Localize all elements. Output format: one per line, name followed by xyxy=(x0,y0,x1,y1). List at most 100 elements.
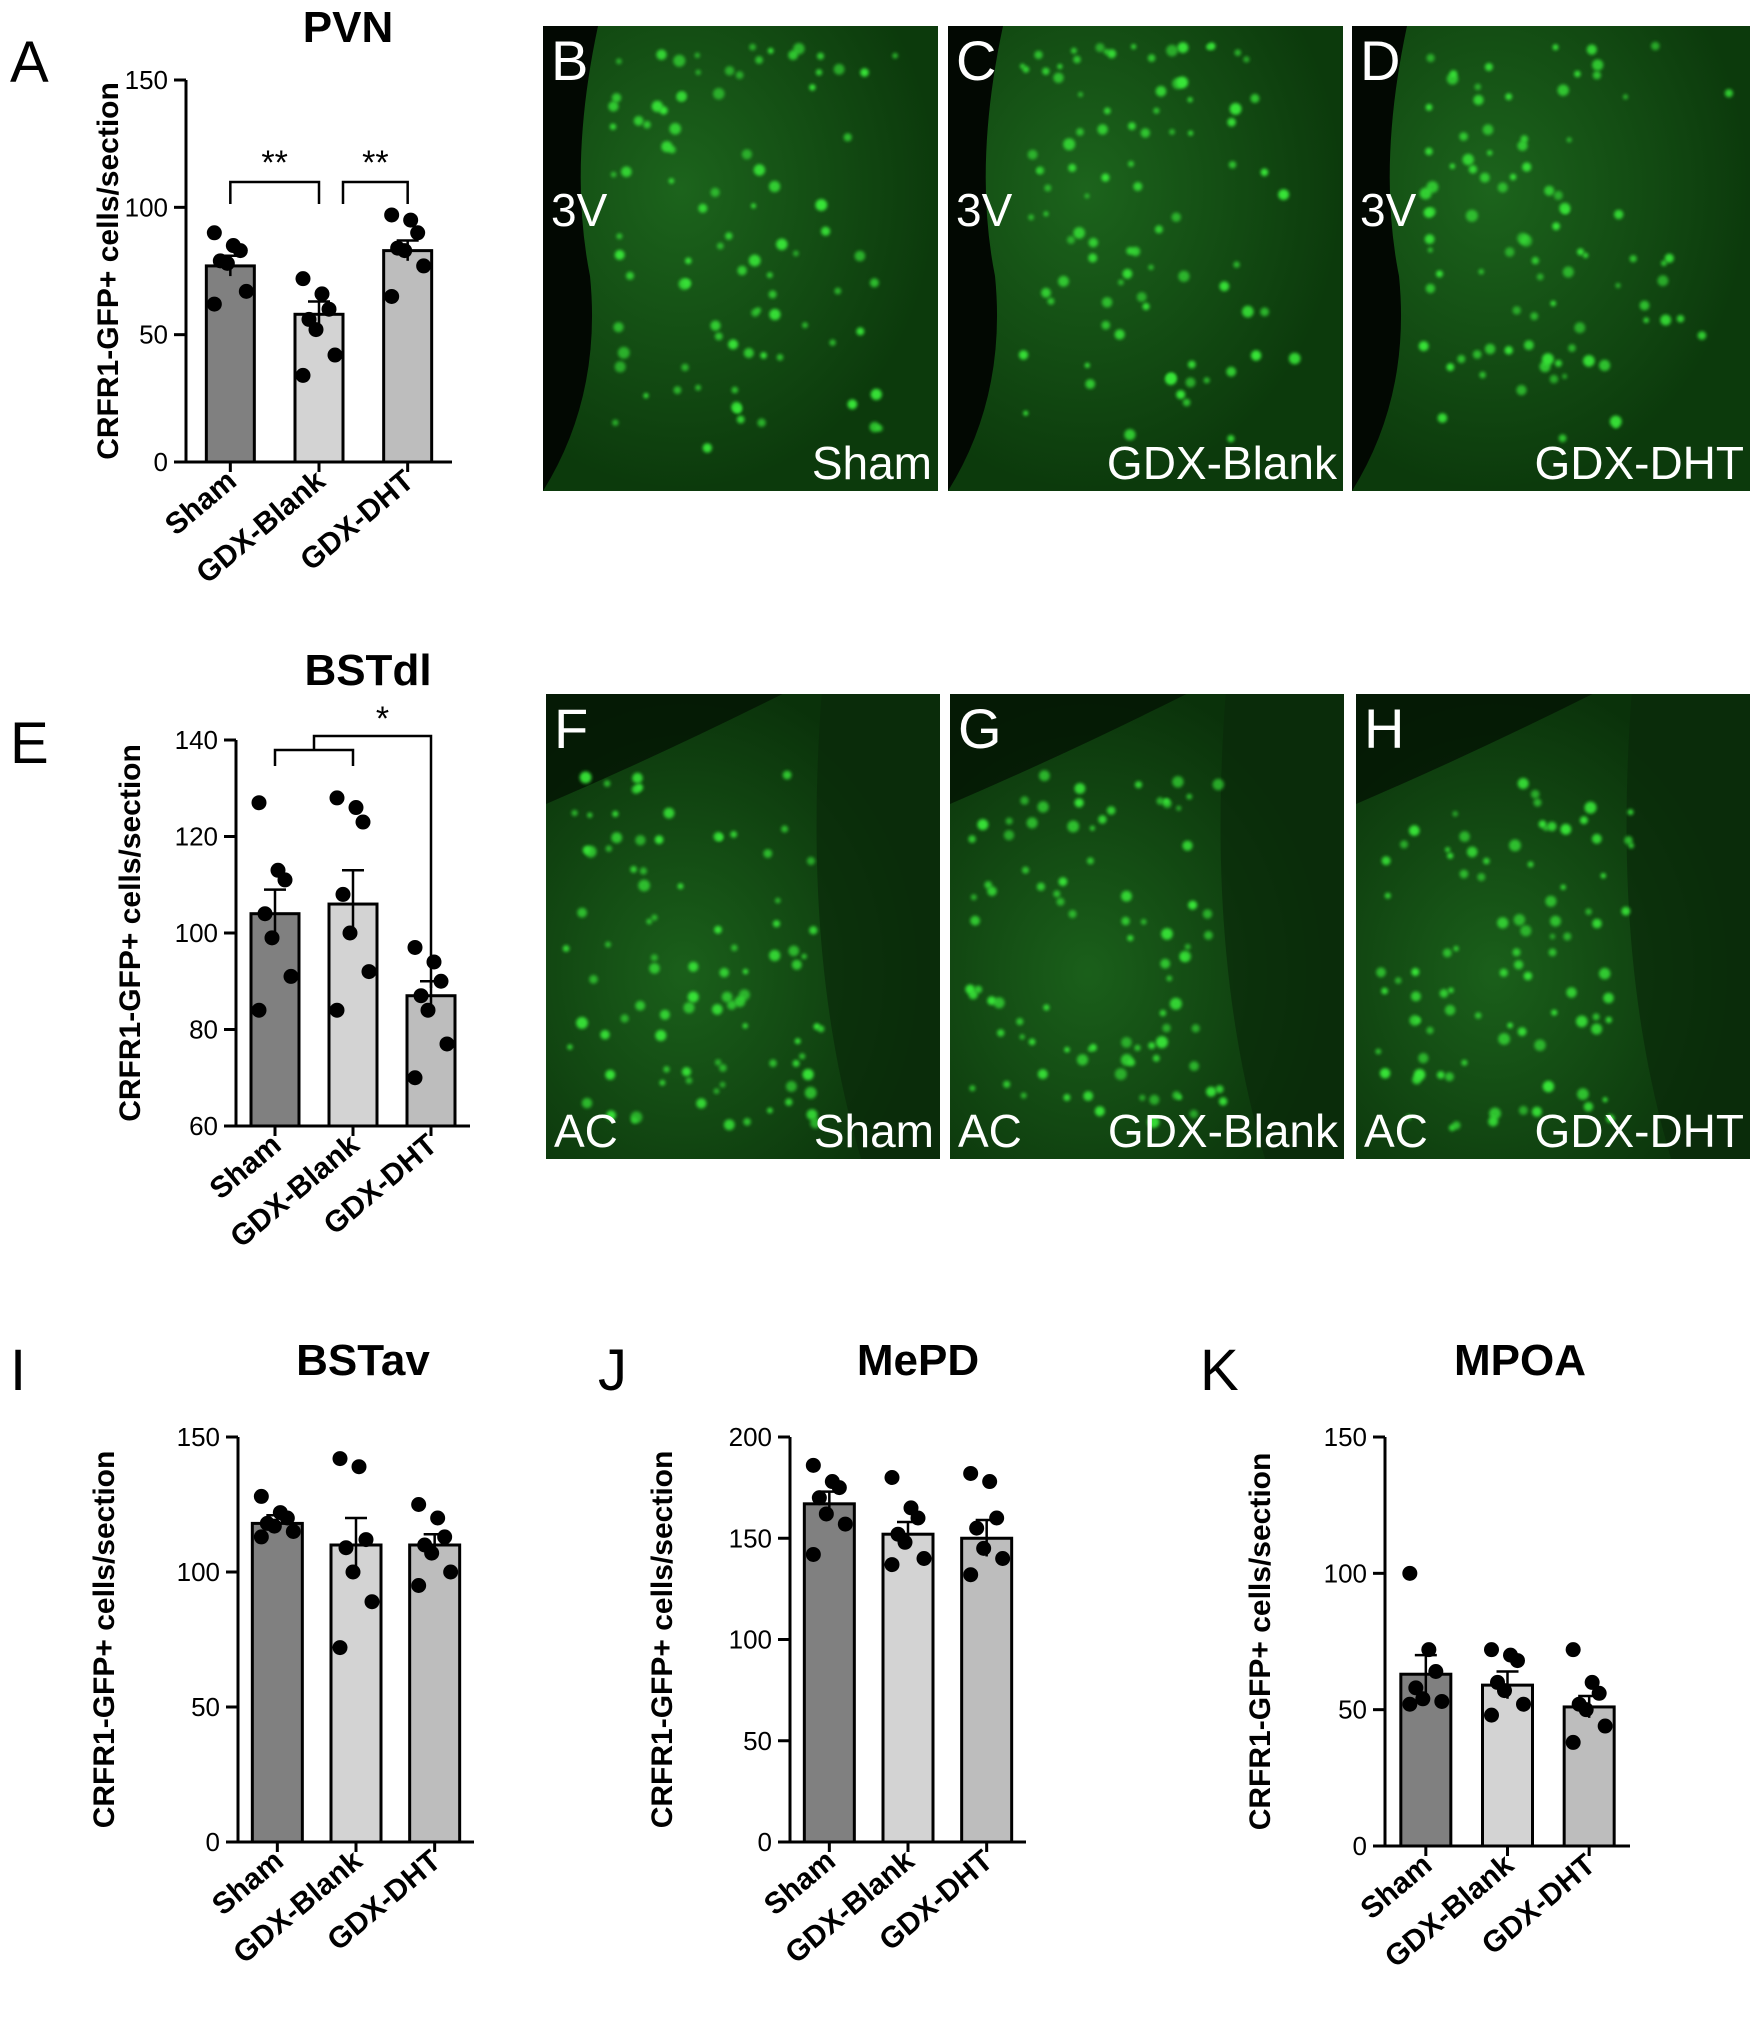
y-tick-label: 100 xyxy=(1324,1558,1367,1588)
fluorescent-cell xyxy=(854,250,866,262)
fluorescent-cell xyxy=(673,386,682,394)
fluorescent-cell xyxy=(1538,820,1547,829)
y-tick-label: 0 xyxy=(206,1827,220,1857)
fluorescent-cell xyxy=(1034,50,1043,60)
fluorescent-cell xyxy=(817,1025,825,1033)
fluorescent-cell xyxy=(769,949,781,962)
fluorescent-cell xyxy=(1639,300,1650,311)
fluorescent-cell xyxy=(1136,292,1147,302)
bar-gdx-blank xyxy=(881,1532,935,1844)
fluorescent-cell xyxy=(987,996,996,1006)
fluorescent-cell xyxy=(725,232,733,240)
significance-label: ** xyxy=(261,144,287,182)
fluorescent-cell xyxy=(1020,796,1029,805)
data-point xyxy=(232,243,248,259)
fluorescent-cell xyxy=(1172,1091,1181,1100)
fluorescent-cell xyxy=(1182,398,1191,407)
fluorescent-cell xyxy=(1005,817,1013,825)
fluorescent-cell xyxy=(1512,306,1521,315)
fluorescent-cell xyxy=(649,963,660,974)
data-point xyxy=(321,301,337,317)
fluorescent-cell xyxy=(608,101,619,112)
data-point xyxy=(1565,1734,1581,1750)
third-ventricle xyxy=(1352,26,1407,491)
fluorescent-cell xyxy=(1533,798,1542,807)
fluorescent-cell xyxy=(1498,1033,1510,1045)
data-point xyxy=(416,258,432,274)
fluorescent-cell xyxy=(1127,935,1134,942)
fluorescent-cell xyxy=(616,58,622,65)
data-point xyxy=(332,1451,348,1467)
fluorescent-cell xyxy=(612,419,619,426)
micrograph-letter: H xyxy=(1364,697,1404,760)
fluorescent-cell xyxy=(719,967,729,978)
micrograph-glow xyxy=(543,26,938,491)
fluorescent-cell xyxy=(1212,778,1225,791)
fluorescent-cell xyxy=(728,339,739,350)
chart-title: MPOA xyxy=(1454,1336,1586,1385)
data-point xyxy=(411,1578,427,1593)
fluorescent-cell xyxy=(605,1069,616,1080)
fluorescent-cell xyxy=(737,265,747,276)
fluorescent-cell xyxy=(1202,909,1213,919)
data-point xyxy=(332,1640,348,1656)
fluorescent-cell xyxy=(1468,165,1478,174)
data-point xyxy=(884,1470,900,1485)
fluorescent-cell xyxy=(577,907,587,918)
fluorescent-cell xyxy=(1039,770,1050,782)
fluorescent-cell xyxy=(1185,377,1196,388)
data-point xyxy=(266,1518,282,1534)
fluorescent-cell xyxy=(1106,806,1116,815)
fluorescent-cell xyxy=(727,1000,737,1010)
fluorescent-cell xyxy=(1098,815,1107,824)
y-tick-label: 120 xyxy=(175,822,218,852)
data-point xyxy=(430,1510,446,1526)
fluorescent-cell xyxy=(1070,47,1077,54)
fluorescent-cell xyxy=(714,925,722,934)
fluorescent-cell xyxy=(698,203,708,213)
fluorescent-cell xyxy=(663,807,675,819)
data-point xyxy=(1421,1642,1437,1658)
fluorescent-cell xyxy=(1585,908,1592,915)
fluorescent-cell xyxy=(875,424,883,432)
fluorescent-cell xyxy=(1056,897,1065,906)
fluorescent-cell xyxy=(970,915,980,926)
fluorescent-cell xyxy=(713,88,725,100)
fluorescent-cell xyxy=(1260,168,1269,177)
fluorescent-cell xyxy=(1563,932,1572,941)
fluorescent-cell xyxy=(809,84,816,91)
fluorescent-cell xyxy=(1114,329,1125,340)
fluorescent-cell xyxy=(659,1079,666,1086)
fluorescent-cell xyxy=(1509,173,1517,181)
fluorescent-cell xyxy=(659,1009,670,1020)
data-point xyxy=(257,906,273,922)
fluorescent-cell xyxy=(626,271,634,280)
fluorescent-cell xyxy=(1591,833,1602,844)
fluorescent-cell xyxy=(1019,63,1026,69)
fluorescent-cell xyxy=(1041,287,1051,298)
y-tick-label: 80 xyxy=(189,1015,218,1045)
significance-bracket xyxy=(312,734,433,988)
fluorescent-cell xyxy=(1614,209,1624,220)
data-point xyxy=(424,1545,440,1561)
fluorescent-cell xyxy=(1453,945,1459,952)
bar-gdx-dht xyxy=(960,1536,1014,1844)
fluorescent-cell xyxy=(1084,362,1090,368)
fluorescent-cell xyxy=(1505,93,1513,101)
fluorescent-cell xyxy=(1554,359,1562,367)
fluorescent-cell xyxy=(1552,222,1560,231)
chart-title: BSTav xyxy=(296,1336,430,1385)
fluorescent-cell xyxy=(1623,94,1628,100)
fluorescent-cell xyxy=(1187,97,1193,103)
fluorescent-cell xyxy=(1516,385,1527,396)
fluorescent-cell xyxy=(702,443,712,453)
data-point xyxy=(1516,1696,1531,1712)
fluorescent-cell xyxy=(1643,317,1649,324)
fluorescent-cell xyxy=(786,1081,797,1092)
fluorescent-cell xyxy=(1191,1024,1200,1033)
fluorescent-cell xyxy=(1531,1106,1542,1117)
fluorescent-cell xyxy=(1484,63,1493,71)
fluorescent-cell xyxy=(1664,253,1674,263)
fluorescent-cell xyxy=(1097,124,1108,135)
fluorescent-cell xyxy=(1479,371,1486,379)
